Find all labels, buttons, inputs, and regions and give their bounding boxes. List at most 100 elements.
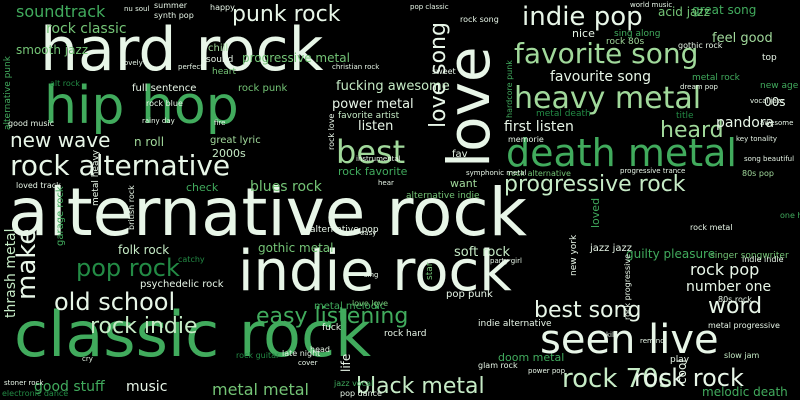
word: sound (206, 55, 234, 65)
word: great lyric (210, 135, 261, 146)
word: 80s pop (742, 169, 774, 178)
word: gothic metal (258, 241, 334, 255)
word: thrash metal (3, 228, 19, 318)
word: fav (452, 149, 468, 160)
word: synth pop (154, 11, 194, 20)
word: alternative rock (8, 174, 527, 251)
word: number one (686, 279, 772, 295)
word: 00s (764, 95, 786, 109)
word: play (670, 355, 690, 365)
word: sing along (614, 29, 661, 39)
word: lovely (122, 59, 143, 67)
word: instrumental (356, 155, 401, 163)
word: title (676, 111, 694, 121)
word: rock classic (46, 21, 127, 37)
word: 80s rock (718, 295, 752, 304)
word: easy listening (256, 304, 409, 329)
word: pop classic (410, 3, 449, 11)
word: rock 70s (562, 364, 673, 394)
word: punk rock (232, 2, 341, 27)
word: fire (214, 119, 226, 127)
word: first listen (504, 119, 574, 135)
word: metal death (536, 109, 591, 119)
word: favourite song (550, 69, 652, 85)
word: good music (8, 119, 55, 128)
word: world music (630, 1, 673, 9)
word: doom metal (498, 351, 565, 364)
word: rock guitar (236, 351, 280, 360)
word: heart (212, 67, 236, 77)
word: singer songwriter (710, 251, 789, 261)
word: remind (640, 337, 665, 345)
word: alternative pop (310, 225, 379, 235)
word: pop punk (446, 289, 493, 300)
word: metal heavy (91, 149, 101, 206)
word: word (708, 294, 763, 319)
word: chill (208, 43, 229, 54)
word: favorite song (514, 37, 699, 70)
word: one hit (780, 211, 800, 220)
word: dream pop (680, 83, 718, 91)
word: pandora (716, 115, 775, 131)
word: late night (282, 349, 321, 358)
word: pop dance (340, 389, 382, 398)
word: summer (154, 1, 188, 10)
word: best (336, 133, 406, 171)
word: metal progressive (708, 321, 780, 330)
word: new york (569, 234, 579, 276)
word: rock blue (146, 99, 183, 108)
word: rock indie (90, 314, 198, 339)
word: new wave (10, 128, 111, 152)
word: best song (534, 298, 642, 323)
word: life (339, 353, 353, 372)
word: party girl (490, 257, 522, 265)
word: progressive trance (620, 167, 686, 175)
word: rock metal (690, 223, 733, 232)
word: loved (589, 197, 602, 228)
word: indie pop (522, 2, 643, 32)
word: glam rock (478, 361, 518, 370)
word: awesome (760, 119, 794, 127)
word: rock alternative (10, 149, 231, 182)
word: rock favorite (338, 165, 408, 178)
word: hip hop (44, 76, 239, 136)
word: heavy metal (514, 81, 702, 116)
word: guilty pleasure (626, 247, 716, 261)
word: gothic rock (678, 41, 723, 50)
word: soundtrack (16, 2, 106, 21)
word: indie alternative (478, 319, 552, 329)
word: easy (360, 229, 377, 237)
word: kill (606, 331, 616, 339)
word: rock rock (634, 364, 744, 392)
word: metal rock (692, 73, 740, 83)
word: star (425, 262, 435, 280)
word: rainy day (142, 117, 175, 125)
word: heard (660, 118, 724, 143)
word: rock song (460, 15, 499, 24)
word: indie rock (238, 239, 512, 304)
word: cover (298, 359, 318, 367)
word: rock love (327, 113, 336, 150)
word: memorie (508, 135, 544, 144)
word: feel good (712, 31, 773, 46)
word: check (186, 181, 219, 194)
word: rock progressive (623, 254, 632, 320)
word: old school (54, 288, 176, 316)
word: want (450, 177, 478, 190)
word: power metal (332, 97, 414, 112)
word: full sentence (132, 83, 197, 94)
word: power pop (528, 367, 566, 375)
word: death metal (506, 131, 737, 175)
word: perfect (178, 63, 203, 71)
word: british rock (127, 185, 136, 230)
word: hardcore punk (505, 60, 514, 118)
word: smooth jazz (16, 43, 89, 57)
word: blues rock (250, 179, 322, 195)
word: song beautiful (744, 155, 795, 163)
word: melodic death (702, 385, 788, 399)
word: rock punk (238, 83, 288, 94)
word: psychedelic rock (140, 279, 224, 290)
word: slow jam (724, 351, 760, 360)
word: fuck (322, 323, 342, 333)
